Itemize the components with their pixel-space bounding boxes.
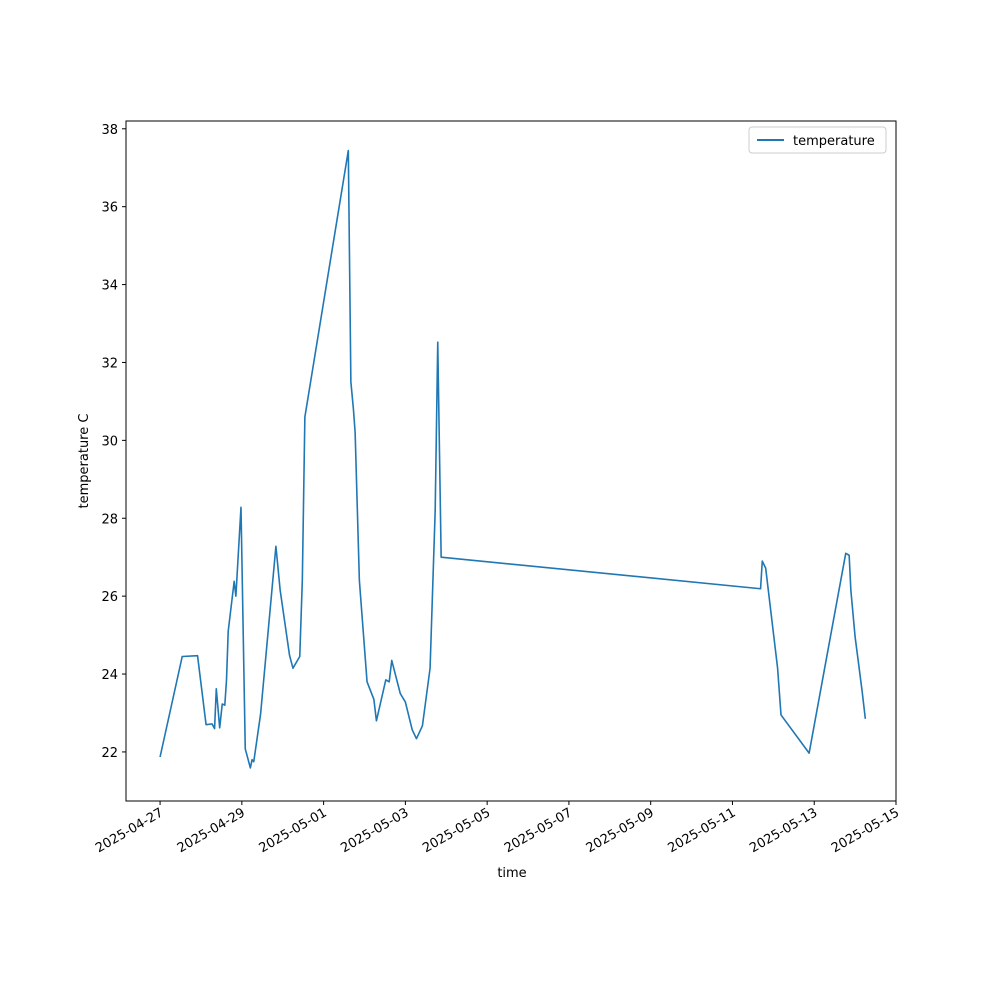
legend: temperature bbox=[748, 126, 887, 154]
x-tick-label: 2025-05-07 bbox=[502, 805, 575, 856]
y-tick-label: 24 bbox=[101, 668, 118, 683]
x-tick-label: 2025-04-27 bbox=[93, 805, 166, 856]
y-tick-label: 34 bbox=[101, 279, 118, 294]
plot-frame bbox=[125, 120, 897, 802]
y-tick-label: 28 bbox=[101, 512, 118, 527]
y-tick-label: 38 bbox=[101, 123, 118, 138]
x-tick-label: 2025-05-13 bbox=[747, 805, 820, 856]
y-tick-label: 26 bbox=[101, 590, 118, 605]
y-tick-label: 22 bbox=[101, 746, 118, 761]
x-tick-label: 2025-05-11 bbox=[666, 805, 739, 856]
y-axis-label: temperature C bbox=[77, 414, 92, 509]
data-line bbox=[159, 149, 867, 769]
y-tick-label: 32 bbox=[101, 356, 118, 371]
x-tick-label: 2025-05-01 bbox=[257, 805, 330, 856]
x-tick-label: 2025-05-03 bbox=[338, 805, 411, 856]
legend-label: temperature bbox=[793, 134, 875, 149]
legend-box bbox=[748, 126, 887, 154]
x-tick-label: 2025-05-09 bbox=[584, 805, 657, 856]
x-tick-label: 2025-05-05 bbox=[420, 805, 493, 856]
x-axis-label: time bbox=[497, 866, 526, 881]
y-tick-label: 36 bbox=[101, 201, 118, 216]
x-tick-label: 2025-04-29 bbox=[175, 805, 248, 856]
y-tick-label: 30 bbox=[101, 434, 118, 449]
x-tick-label: 2025-05-15 bbox=[829, 805, 902, 856]
